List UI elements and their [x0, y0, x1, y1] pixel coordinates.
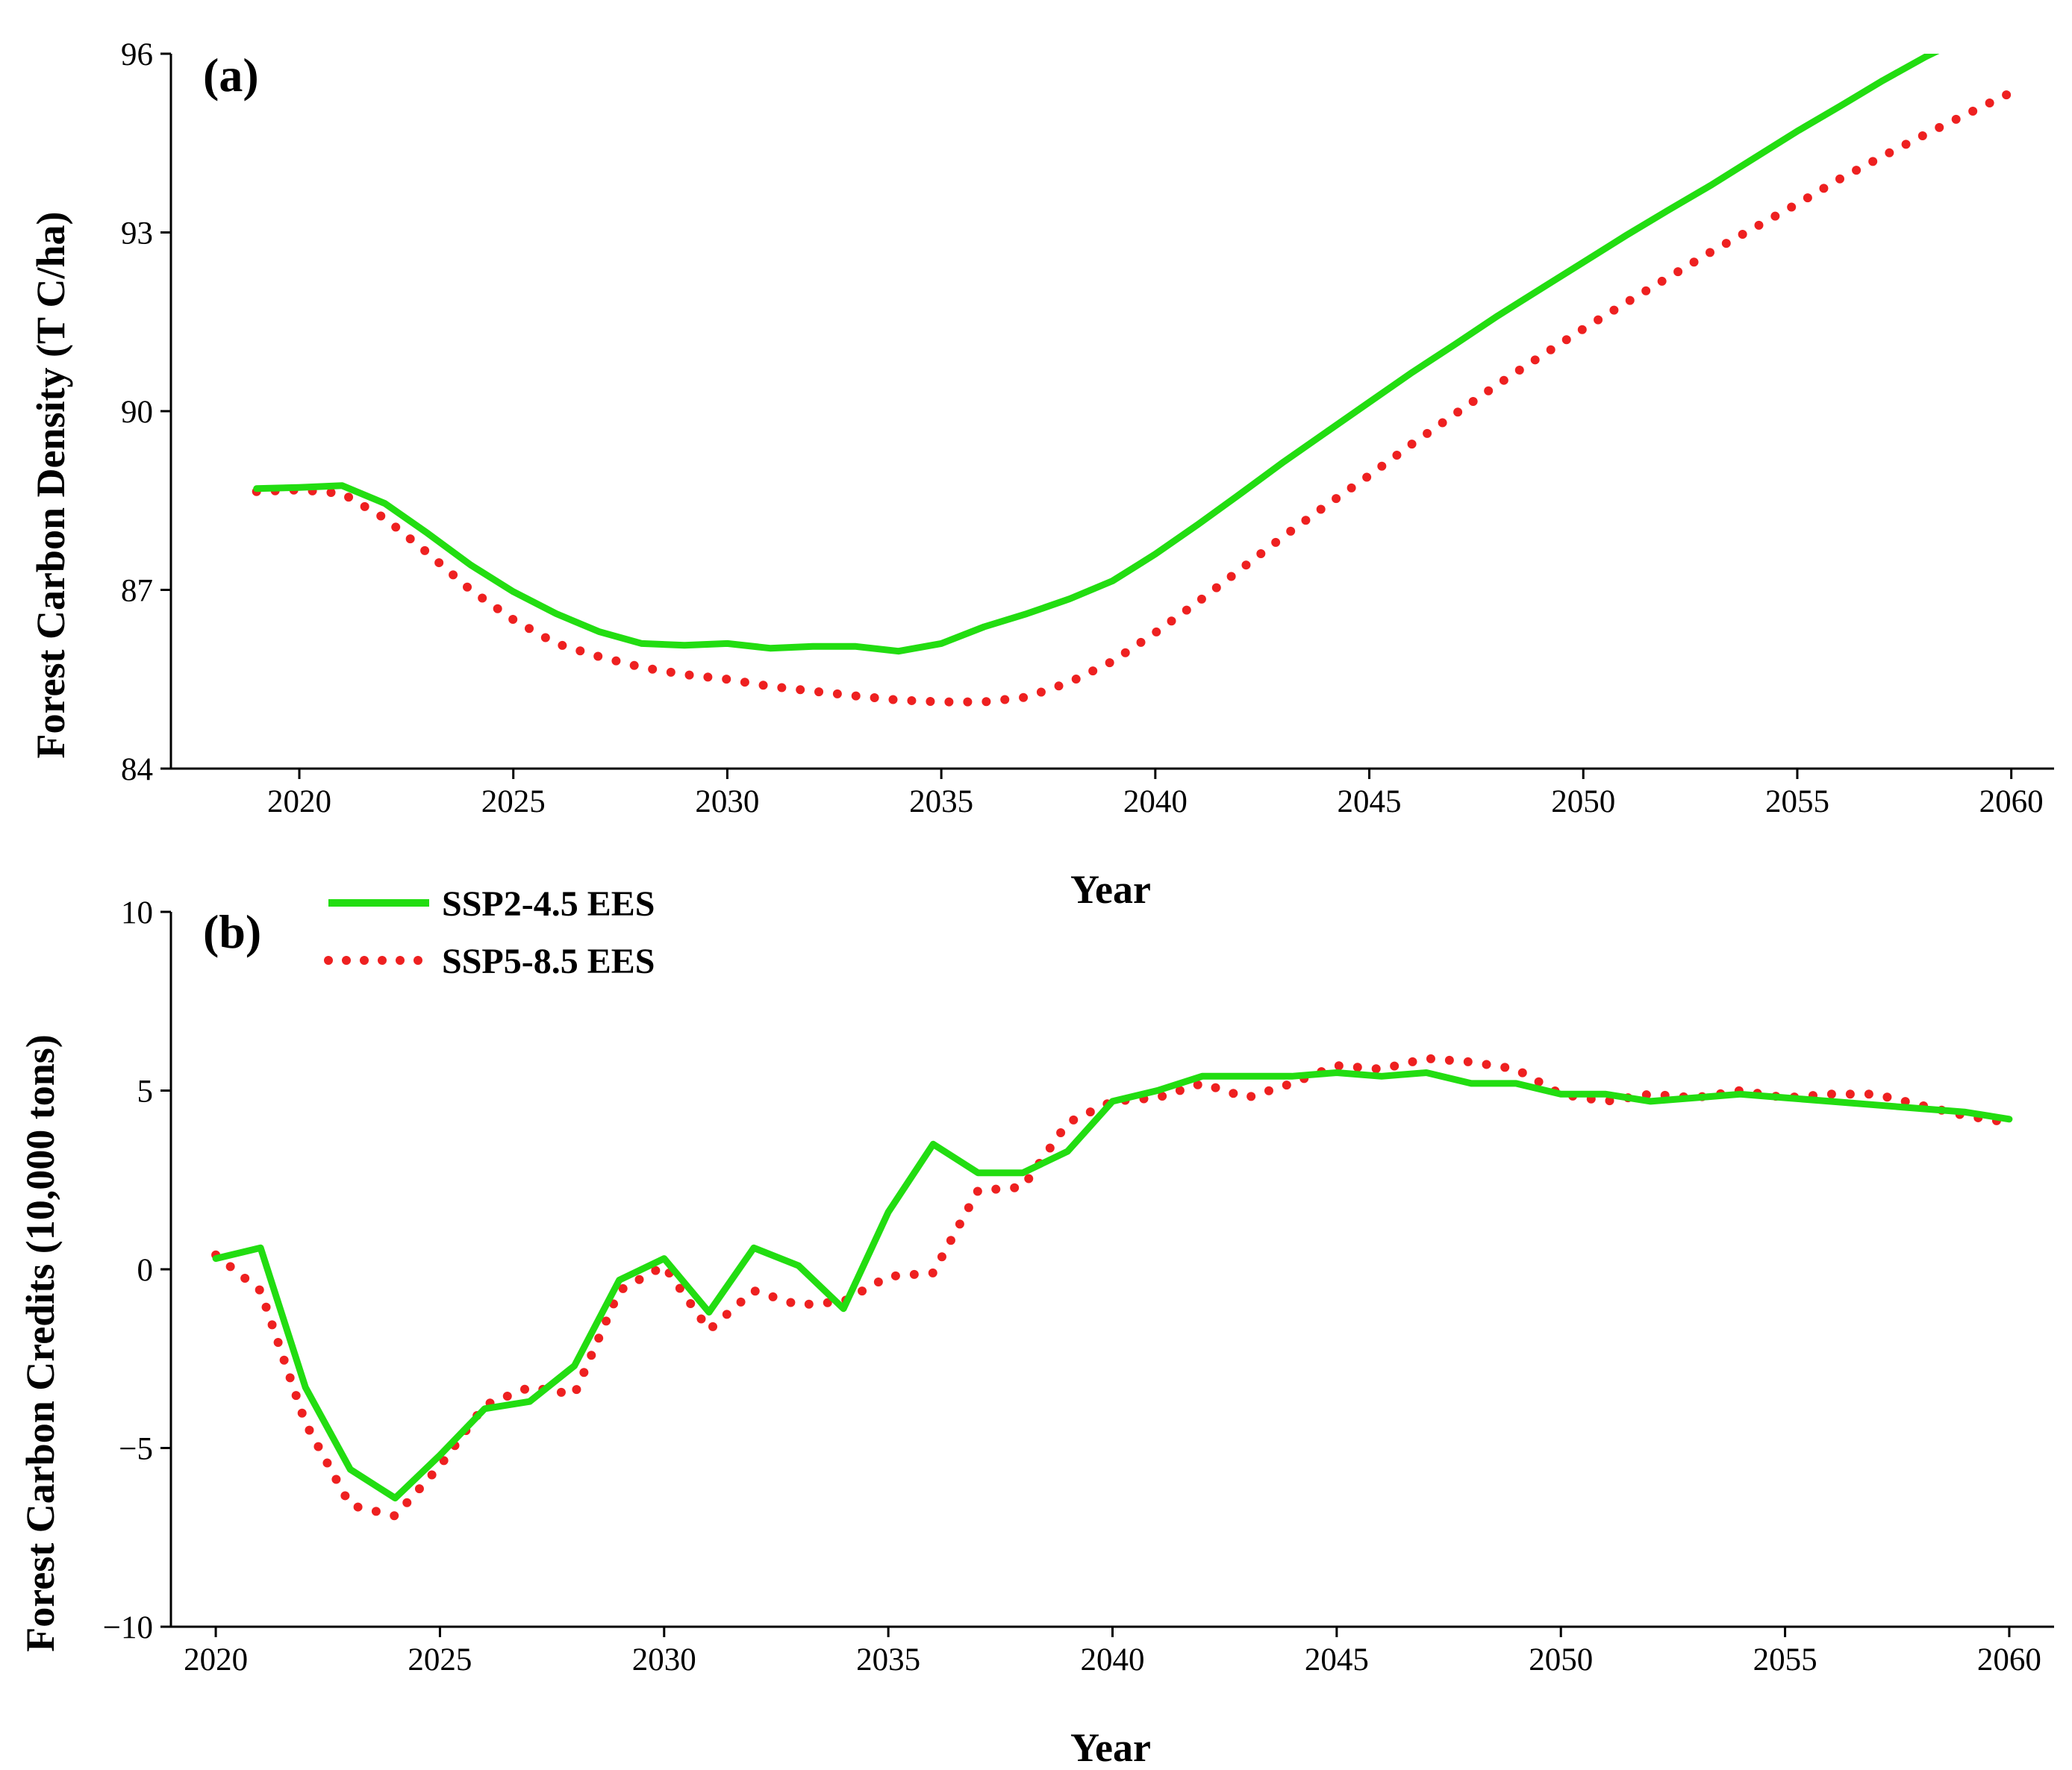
x-tick-label: 2055 [1765, 784, 1829, 819]
x-tick-label: 2020 [184, 1642, 248, 1677]
x-tick-label: 2025 [481, 784, 546, 819]
x-tick-label: 2040 [1081, 1642, 1145, 1677]
y-tick-label: 96 [121, 37, 153, 72]
legend-label-ssp245: SSP2-4.5 EES [442, 884, 655, 924]
x-tick-label: 2020 [267, 784, 331, 819]
panel-b-label: (b) [203, 905, 261, 958]
panel-b-y-axis-title: Forest Carbon Credits (10,000 tons) [18, 1034, 63, 1651]
x-tick-label: 2030 [695, 784, 759, 819]
panel-a-label: (a) [203, 49, 259, 101]
x-tick-label: 2040 [1123, 784, 1188, 819]
x-tick-label: 2035 [856, 1642, 920, 1677]
x-tick-label: 2060 [1979, 784, 2044, 819]
y-tick-label: −10 [103, 1610, 153, 1645]
x-tick-label: 2030 [632, 1642, 696, 1677]
legend: SSP2-4.5 EES SSP5-8.5 EES [324, 884, 655, 981]
y-tick-label: 90 [121, 395, 153, 430]
panel-a-x-axis-title: Year [1070, 867, 1151, 912]
x-tick-label: 2045 [1305, 1642, 1369, 1677]
x-tick-label: 2045 [1338, 784, 1402, 819]
legend-label-ssp585: SSP5-8.5 EES [442, 942, 655, 981]
panel-b: 2020 2025 2030 2035 2040 2045 2050 2055 2060 −10 −… [18, 884, 2054, 1770]
y-tick-label: 93 [121, 216, 153, 251]
series-line-ssp585 [211, 1054, 2014, 1521]
x-tick-label: 2035 [909, 784, 973, 819]
x-tick-label: 2025 [408, 1642, 472, 1677]
panel-b-x-axis-title: Year [1070, 1725, 1151, 1770]
series-line-ssp585 [252, 87, 2016, 707]
y-tick-label: 5 [137, 1075, 154, 1110]
series-line-ssp245 [253, 54, 1940, 655]
panel-a-y-axis-title: Forest Carbon Density (T C/ha) [28, 211, 73, 758]
x-tick-label: 2060 [1977, 1642, 2041, 1677]
panel-a: 2020 2025 2030 2035 2040 2045 2050 2055 2060 84 87… [28, 37, 2054, 912]
y-tick-label: 87 [121, 574, 153, 609]
series-line-ssp245 [212, 1069, 2013, 1502]
y-tick-label: 84 [121, 752, 153, 787]
x-tick-label: 2050 [1529, 1642, 1593, 1677]
y-tick-label: 0 [137, 1253, 154, 1288]
y-tick-label: 10 [121, 895, 153, 931]
x-tick-label: 2050 [1551, 784, 1615, 819]
x-tick-label: 2055 [1753, 1642, 1817, 1677]
y-tick-label: −5 [119, 1432, 153, 1467]
